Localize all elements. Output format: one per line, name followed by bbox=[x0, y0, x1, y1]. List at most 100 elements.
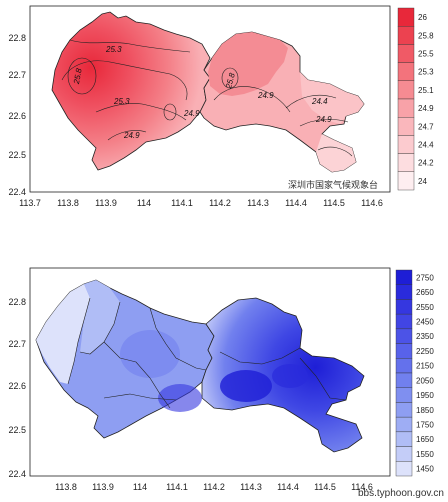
precipitation-colorbar-tick-label: 2050 bbox=[416, 376, 434, 385]
y-tick-label: 22.5 bbox=[8, 150, 26, 160]
x-tick-label: 114.2 bbox=[209, 198, 231, 208]
temperature-colorbar-swatch bbox=[397, 153, 415, 173]
precipitation-colorbar-swatch bbox=[395, 313, 413, 330]
contour-label: 24.4 bbox=[311, 97, 328, 106]
x-tick-label: 114.3 bbox=[247, 198, 269, 208]
shenzhen-temperature-field bbox=[51, 11, 365, 173]
y-tick-label: 22.6 bbox=[8, 111, 26, 121]
y-tick-label: 22.6 bbox=[8, 381, 26, 391]
precipitation-colorbar-tick-label: 2750 bbox=[416, 273, 434, 282]
bottom-y-axis: 22.4 22.5 22.6 22.7 22.8 bbox=[8, 297, 26, 479]
contour-label: 25.8 bbox=[224, 72, 237, 91]
precipitation-colorbar-tick-label: 1950 bbox=[416, 391, 434, 400]
y-tick-label: 22.8 bbox=[8, 297, 26, 307]
x-tick-label: 113.8 bbox=[55, 482, 77, 492]
precipitation-colorbar-tick-label: 2250 bbox=[416, 347, 434, 356]
temperature-colorbar-swatch bbox=[397, 116, 415, 136]
precipitation-colorbar-swatch bbox=[395, 284, 413, 300]
precipitation-colorbar-swatch bbox=[395, 358, 413, 374]
temperature-colorbar-tick-label: 25.1 bbox=[418, 86, 434, 95]
x-tick-label: 114.1 bbox=[166, 482, 188, 492]
watermark: bbs.typhoon.gov.cn bbox=[358, 488, 444, 499]
contour-label: 24.9 bbox=[315, 115, 332, 124]
temperature-colorbar-tick-label: 25.3 bbox=[418, 68, 434, 77]
temperature-colorbar-swatch bbox=[397, 44, 415, 63]
contour-label: 24.9 bbox=[123, 131, 140, 140]
x-tick-label: 113.9 bbox=[92, 482, 114, 492]
temperature-colorbar-tick-label: 24.2 bbox=[418, 159, 434, 168]
precipitation-colorbar-tick-label: 1850 bbox=[416, 406, 434, 415]
temperature-colorbar-swatch bbox=[397, 98, 415, 118]
temperature-colorbar-swatch bbox=[397, 7, 415, 27]
x-tick-label: 113.9 bbox=[95, 198, 117, 208]
precipitation-colorbar-tick-label: 2550 bbox=[416, 303, 434, 312]
x-tick-label: 113.8 bbox=[57, 198, 79, 208]
bottom-x-axis: 113.8 113.9 114 114.1 114.2 114.3 114.4 … bbox=[55, 482, 373, 492]
precipitation-colorbar-swatch bbox=[395, 372, 413, 388]
y-tick-label: 22.4 bbox=[8, 187, 26, 197]
top-x-axis: 113.7 113.8 113.9 114 114.1 114.2 114.3 … bbox=[19, 198, 383, 208]
x-tick-label: 114 bbox=[137, 198, 151, 208]
x-tick-label: 114 bbox=[133, 482, 147, 492]
precipitation-colorbar-swatch bbox=[395, 387, 413, 403]
precipitation-map: 113.8 113.9 114 114.1 114.2 114.3 114.4 … bbox=[8, 267, 434, 492]
x-tick-label: 114.2 bbox=[203, 482, 225, 492]
precipitation-colorbar-swatch bbox=[395, 269, 413, 285]
x-tick-label: 114.5 bbox=[323, 198, 345, 208]
contour-label: 24.9 bbox=[183, 109, 200, 118]
temperature-colorbar-tick-label: 25.8 bbox=[418, 31, 434, 40]
precipitation-colorbar-swatch bbox=[395, 328, 413, 344]
y-tick-label: 22.8 bbox=[8, 33, 26, 43]
precipitation-colorbar-swatch bbox=[395, 402, 413, 418]
x-tick-label: 113.7 bbox=[19, 198, 41, 208]
precipitation-colorbar-tick-label: 1450 bbox=[416, 465, 434, 474]
x-tick-label: 114.3 bbox=[240, 482, 262, 492]
temperature-colorbar-tick-label: 26 bbox=[418, 13, 427, 22]
precipitation-map-panel: 113.8 113.9 114 114.1 114.2 114.3 114.4 … bbox=[0, 258, 448, 502]
precipitation-colorbar-tick-label: 2150 bbox=[416, 362, 434, 371]
temperature-colorbar-swatch bbox=[397, 62, 415, 81]
precipitation-colorbar-tick-label: 2450 bbox=[416, 318, 434, 327]
x-tick-label: 114.4 bbox=[285, 198, 307, 208]
precipitation-colorbar-tick-label: 2350 bbox=[416, 332, 434, 341]
temperature-colorbar-tick-label: 24 bbox=[418, 177, 427, 186]
top-y-axis: 22.4 22.5 22.6 22.7 22.8 bbox=[8, 33, 26, 197]
contour-label: 25.8 bbox=[72, 67, 84, 85]
shenzhen-precipitation-field bbox=[35, 279, 365, 453]
x-tick-label: 114.6 bbox=[361, 198, 383, 208]
x-tick-label: 114.5 bbox=[314, 482, 336, 492]
temperature-colorbar-tick-label: 24.7 bbox=[418, 122, 434, 131]
precipitation-colorbar-swatch bbox=[395, 416, 413, 433]
precipitation-colorbar-tick-label: 1650 bbox=[416, 435, 434, 444]
temperature-colorbar-swatch bbox=[397, 171, 415, 191]
y-tick-label: 22.4 bbox=[8, 469, 26, 479]
y-tick-label: 22.7 bbox=[8, 70, 26, 80]
temperature-colorbar-tick-label: 24.4 bbox=[418, 141, 434, 150]
temperature-colorbar-swatch bbox=[397, 26, 415, 45]
precipitation-colorbar-swatch bbox=[395, 431, 413, 447]
precipitation-colorbar-swatch bbox=[395, 299, 413, 315]
x-tick-label: 114.6 bbox=[351, 482, 373, 492]
x-tick-label: 114.4 bbox=[277, 482, 299, 492]
y-tick-label: 22.7 bbox=[8, 339, 26, 349]
precipitation-colorbar-swatch bbox=[395, 446, 413, 462]
contour-labels: 25.3 25.8 25.3 24.9 24.9 24.4 24.9 25.8 … bbox=[72, 45, 332, 140]
temperature-map-panel: 25.3 25.8 25.3 24.9 24.9 24.4 24.9 25.8 … bbox=[0, 0, 448, 220]
temperature-map: 25.3 25.8 25.3 24.9 24.9 24.4 24.9 25.8 … bbox=[8, 5, 434, 208]
temperature-colorbar-tick-label: 25.5 bbox=[418, 50, 434, 59]
precipitation-colorbar-swatch bbox=[395, 461, 413, 477]
temperature-colorbar: 26 25.8 25.5 25.3 25.1 24.9 24.7 24.4 24.2 24 bbox=[397, 7, 434, 191]
y-tick-label: 22.5 bbox=[8, 425, 26, 435]
x-tick-label: 114.1 bbox=[171, 198, 193, 208]
precipitation-colorbar-swatch bbox=[395, 343, 413, 359]
temperature-colorbar-swatch bbox=[397, 80, 415, 100]
temperature-colorbar-swatch bbox=[397, 135, 415, 154]
source-stamp: 深圳市国家气候观象台 bbox=[288, 179, 378, 191]
precipitation-colorbar-tick-label: 1750 bbox=[416, 421, 434, 430]
contour-label: 25.3 bbox=[105, 45, 122, 54]
precipitation-colorbar-tick-label: 1550 bbox=[416, 450, 434, 459]
contour-label: 25.3 bbox=[113, 97, 130, 106]
precipitation-colorbar: 2750 2650 2550 2450 2350 2250 2150 2050 1950 1850… bbox=[395, 269, 434, 477]
contour-label: 24.9 bbox=[257, 91, 274, 100]
temperature-colorbar-tick-label: 24.9 bbox=[418, 104, 434, 113]
